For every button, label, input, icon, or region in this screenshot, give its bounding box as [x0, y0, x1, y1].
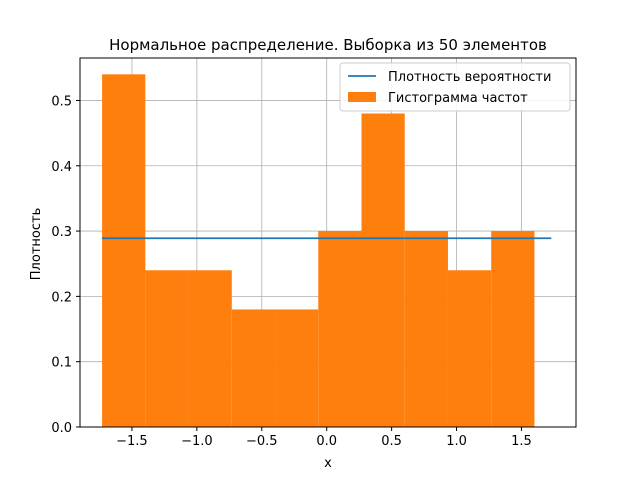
- y-tick-label: 0.5: [51, 94, 72, 109]
- y-tick-label: 0.1: [51, 356, 72, 371]
- histogram-bar: [145, 270, 189, 427]
- y-axis-label: Плотность: [29, 208, 44, 280]
- chart-title: Нормальное распределение. Выборка из 50 …: [109, 36, 547, 54]
- x-tick-label: 0.0: [316, 434, 337, 449]
- axis-ticks: −1.5 −1.0 −0.5 0.0 0.5 1.0 1.5 0.0 0.1 0.2 0.3 0.4 0…: [51, 94, 531, 449]
- legend-label-density: Плотность вероятности: [388, 70, 551, 85]
- legend-bar-swatch: [348, 92, 376, 102]
- histogram-bars: [102, 74, 535, 428]
- legend-label-histogram: Гистограмма частот: [388, 91, 528, 106]
- legend: Плотность вероятности Гистограмма частот: [339, 62, 571, 112]
- x-tick-label: −0.5: [246, 434, 278, 449]
- x-tick-label: 0.5: [381, 434, 402, 449]
- x-tick-label: −1.5: [116, 434, 148, 449]
- histogram-bar: [275, 309, 319, 427]
- y-tick-label: 0.4: [51, 160, 72, 175]
- histogram-bar: [491, 231, 535, 427]
- histogram-bar: [404, 231, 448, 427]
- histogram-bar: [361, 113, 405, 427]
- x-tick-label: 1.5: [511, 434, 532, 449]
- histogram-bar: [188, 270, 232, 427]
- y-tick-label: 0.2: [51, 290, 72, 305]
- x-axis-label: x: [324, 456, 332, 471]
- y-tick-label: 0.0: [51, 421, 72, 436]
- histogram-bar: [318, 231, 362, 427]
- histogram-bar: [447, 270, 492, 427]
- x-tick-label: −1.0: [181, 434, 213, 449]
- y-tick-label: 0.3: [51, 225, 72, 240]
- histogram-bar: [231, 309, 276, 427]
- x-tick-label: 1.0: [446, 434, 467, 449]
- axes-frame: [79, 57, 577, 428]
- histogram-bar: [102, 74, 146, 428]
- legend-box: [339, 62, 571, 112]
